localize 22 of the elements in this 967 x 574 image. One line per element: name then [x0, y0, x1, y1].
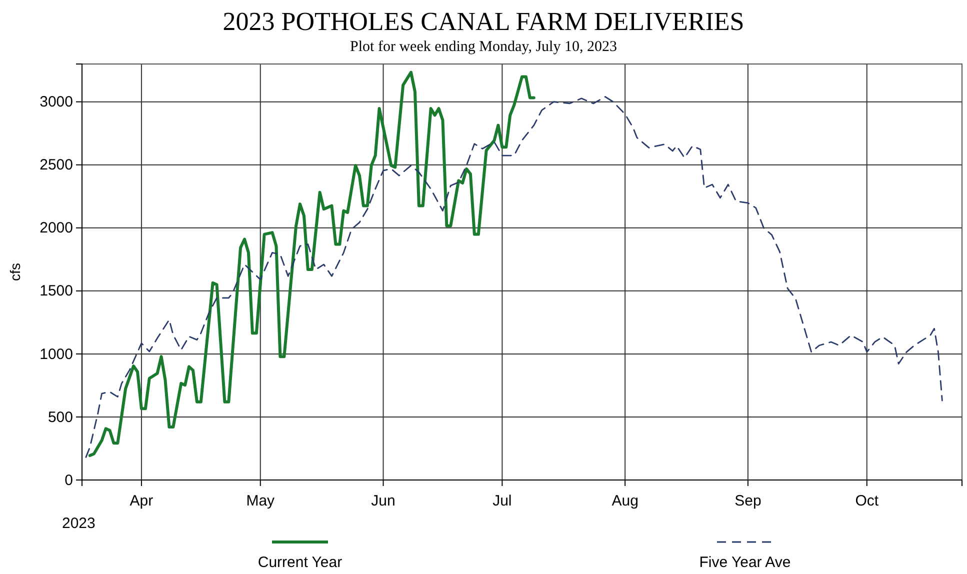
y-tick-label: 2500: [40, 156, 73, 174]
x-tick-label: Apr: [130, 492, 154, 510]
x-tick-label: Oct: [855, 492, 880, 510]
y-tick-label: 3000: [40, 94, 73, 111]
x-tick-label: Jun: [371, 492, 396, 510]
line-series: [88, 70, 536, 458]
y-tick-label: 1000: [40, 346, 73, 363]
y-tick-label: 0: [64, 472, 73, 489]
y-axis-title: cfs: [7, 263, 23, 281]
y-tick-label: 2000: [40, 220, 73, 237]
chart-subtitle: Plot for week ending Monday, July 10, 2023: [350, 39, 617, 55]
legend-label: Five Year Ave: [699, 554, 791, 571]
chart-title: 2023 POTHOLES CANAL FARM DELIVERIES: [222, 7, 744, 36]
x-tick-label: Jul: [492, 492, 512, 510]
y-tick-label: 1500: [40, 282, 73, 300]
y-tick-label: 500: [48, 408, 73, 426]
legend-label: Current Year: [258, 554, 342, 571]
line-series: [85, 96, 943, 458]
x-tick-label: Sep: [734, 492, 762, 510]
x-tick-label: May: [246, 492, 276, 510]
text: 2023: [62, 515, 96, 532]
x-tick-label: Aug: [612, 492, 638, 510]
